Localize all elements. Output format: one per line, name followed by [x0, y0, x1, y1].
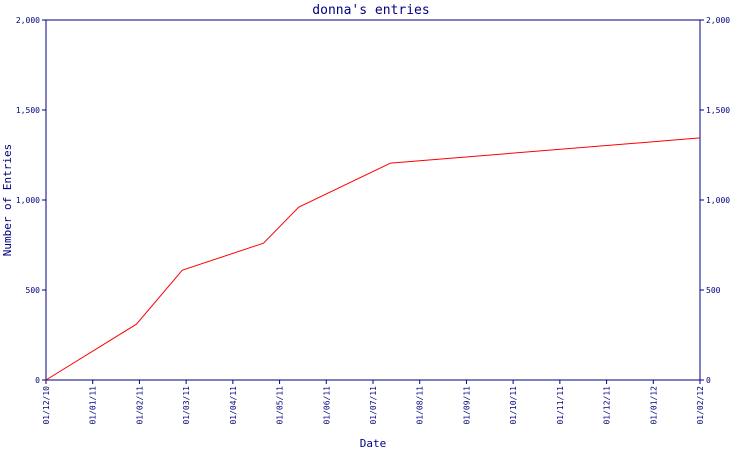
x-tick-label: 01/08/11	[416, 386, 425, 425]
y-tick-label-left: 2,000	[16, 16, 40, 25]
x-tick-label: 01/12/11	[603, 386, 612, 425]
x-tick-label: 01/04/11	[229, 386, 238, 425]
y-axis-right: 0 500 1,000 1,500 2,000	[700, 16, 730, 385]
x-tick-label: 01/03/11	[182, 386, 191, 425]
x-tick-label: 01/01/12	[649, 386, 658, 425]
y-tick-label-right: 0	[706, 376, 711, 385]
y-tick-label-right: 1,000	[706, 196, 730, 205]
x-tick-label: 01/10/11	[509, 386, 518, 425]
x-tick-label: 01/09/11	[462, 386, 471, 425]
x-tick-label: 01/11/11	[556, 386, 565, 425]
x-tick-label: 01/02/12	[696, 386, 705, 425]
y-axis-left: 0 500 1,000 1,500 2,000	[16, 16, 46, 385]
y-tick-label-left: 1,000	[16, 196, 40, 205]
x-axis-label: Date	[360, 437, 387, 450]
y-axis-label: Number of Entries	[1, 144, 14, 257]
chart-title: donna's entries	[312, 3, 429, 18]
y-tick-label-left: 1,500	[16, 106, 40, 115]
x-tick-label: 01/01/11	[89, 386, 98, 425]
entries-series-line	[45, 137, 701, 381]
y-tick-label-right: 2,000	[706, 16, 730, 25]
x-axis: 01/12/10 01/01/11 01/02/11 01/03/11 01/04/11…	[42, 380, 705, 425]
x-tick-label: 01/12/10	[42, 386, 51, 425]
x-tick-label: 01/06/11	[322, 386, 331, 425]
x-tick-label: 01/02/11	[135, 386, 144, 425]
plot-area-frame	[45, 19, 701, 381]
x-tick-label: 01/05/11	[276, 386, 285, 425]
y-tick-label-left: 500	[26, 286, 41, 295]
y-tick-label-right: 1,500	[706, 106, 730, 115]
y-tick-label-left: 0	[35, 376, 40, 385]
y-tick-label-right: 500	[706, 286, 721, 295]
x-tick-label: 01/07/11	[369, 386, 378, 425]
